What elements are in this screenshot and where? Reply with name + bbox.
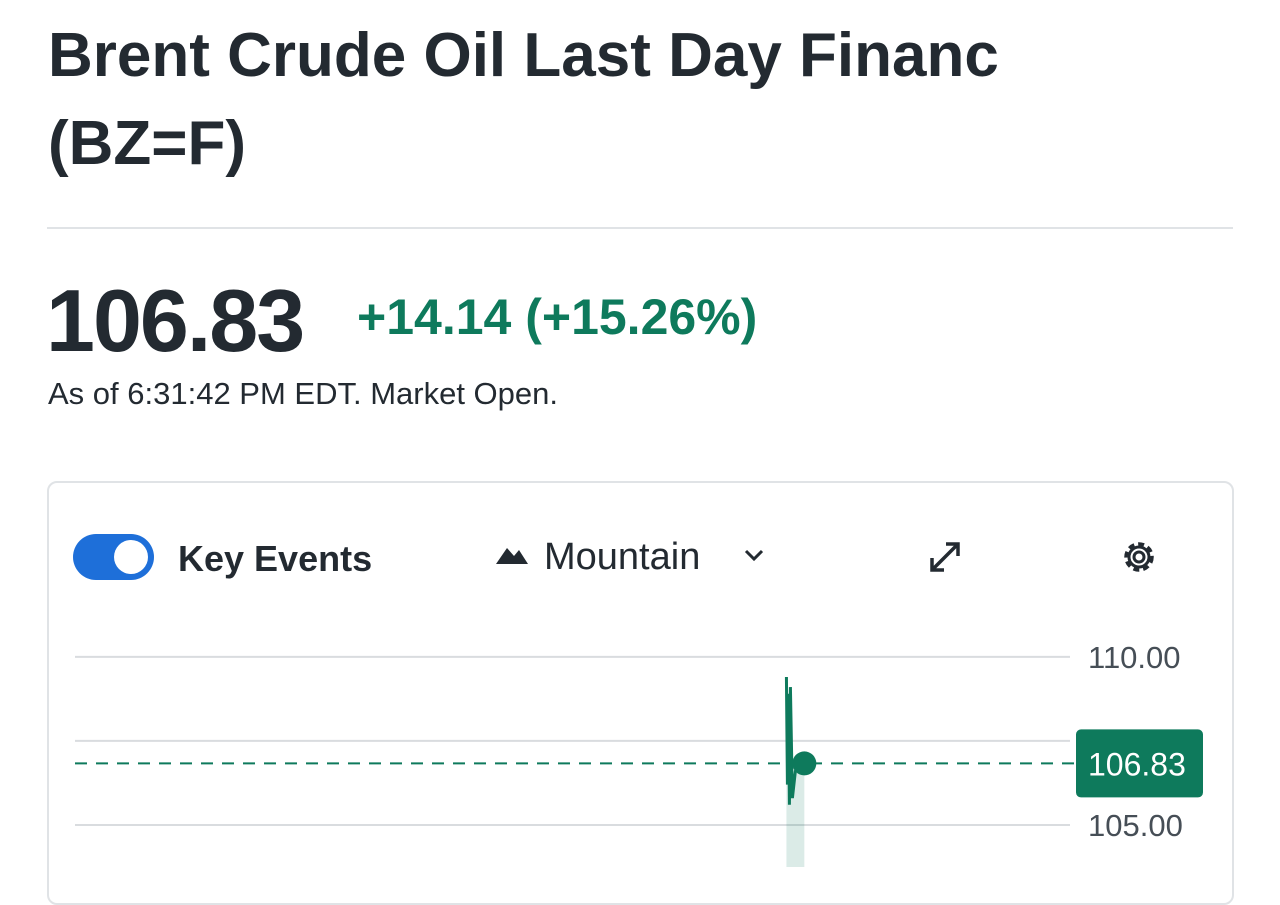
price-line	[784, 676, 806, 805]
timestamp: As of 6:31:42 PM EDT. Market Open.	[48, 376, 559, 411]
title: Brent Crude Oil Last Day Financ	[48, 21, 999, 90]
key-events-label[interactable]: Key Events	[178, 538, 373, 579]
price-tag-label: 106.83	[1088, 746, 1186, 782]
mountain-icon	[496, 548, 528, 564]
y-tick-label: 105.00	[1088, 808, 1183, 843]
toggle[interactable]	[73, 534, 154, 580]
price-tag	[1076, 729, 1203, 798]
price-change: +14.14 (+15.26%)	[357, 289, 758, 345]
expand-icon[interactable]	[926, 538, 964, 576]
settings-icon[interactable]	[1118, 536, 1160, 578]
title: (BZ=F)	[48, 109, 247, 178]
divider	[47, 227, 1233, 229]
y-tick-label: 110.00	[1088, 640, 1181, 675]
dropdown-arrow[interactable]	[742, 545, 766, 565]
page: Brent Crude Oil Last Day Financ (BZ=F) 1…	[46, 21, 1234, 905]
last-point	[792, 751, 817, 776]
price: 106.83	[46, 271, 305, 370]
chart-style[interactable]: Mountain	[544, 536, 701, 578]
